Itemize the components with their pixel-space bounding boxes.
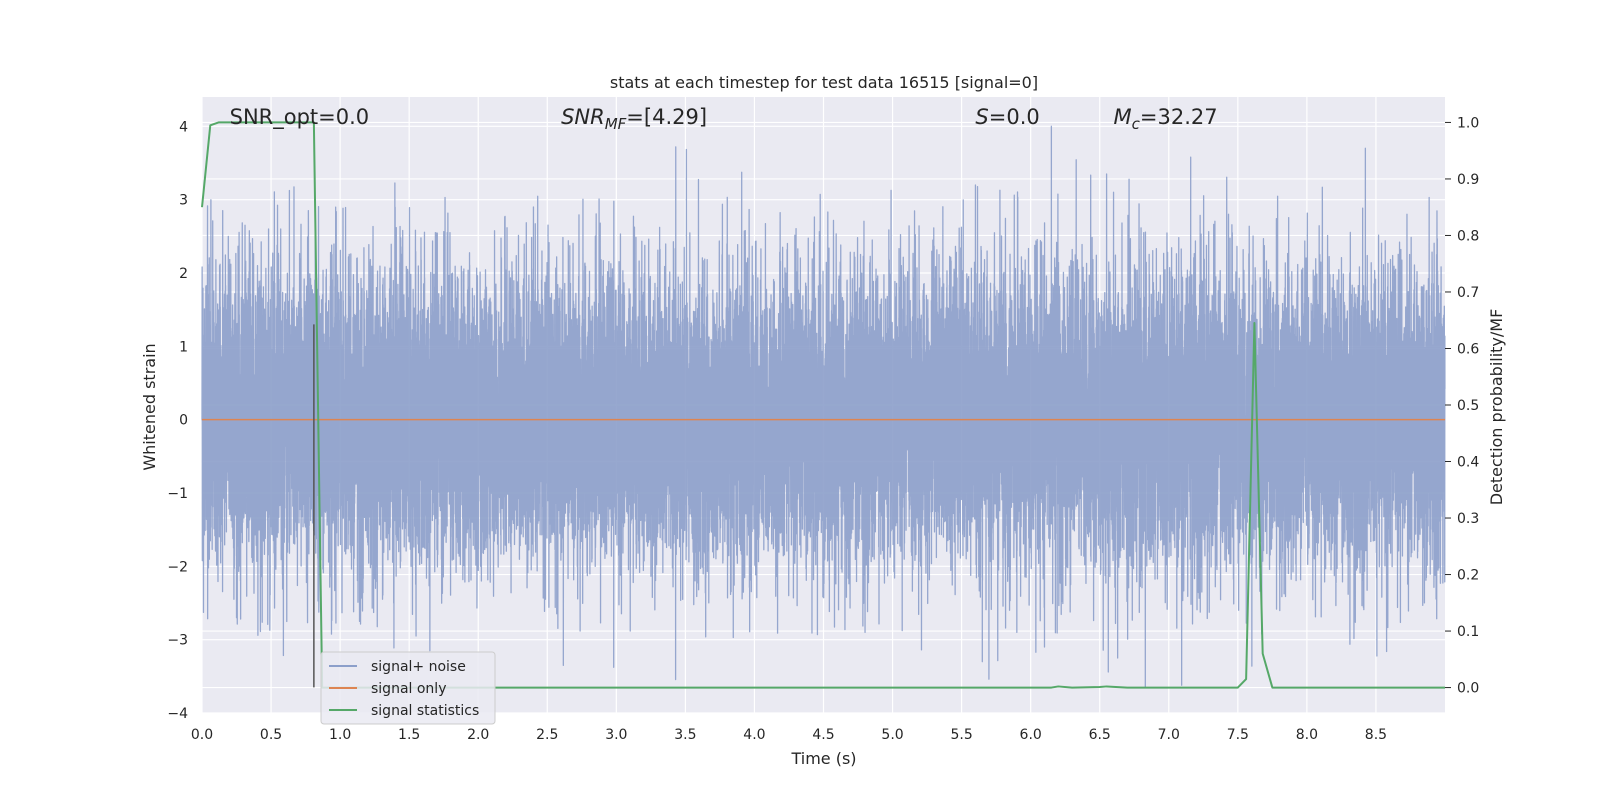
y2-tick-label: 0.1: [1457, 624, 1479, 640]
y2-axis-label: Detection probability/MF: [1487, 309, 1506, 506]
legend: signal+ noise signal only signal statistic…: [320, 651, 496, 725]
x-tick-label: 6.0: [1020, 727, 1042, 743]
annotation: S=0.0: [975, 105, 1039, 129]
x-tick-label: 2.5: [536, 727, 558, 743]
x-tick-label: 6.5: [1089, 727, 1111, 743]
y2-tick-label: 0.6: [1457, 341, 1479, 357]
x-tick-label: 0.5: [260, 727, 282, 743]
signal-statistics-line: [201, 121, 1445, 689]
y-tick-label: −4: [167, 706, 188, 722]
y2-tick-label: 0.7: [1457, 285, 1479, 301]
annotations: SNR_opt=0.0 SNRMF=[4.29] S=0.0 Mc=32.27: [230, 105, 1218, 133]
x-tick-label: 3.5: [674, 727, 696, 743]
x-axis-label: Time (s): [790, 749, 856, 768]
chart-title: stats at each timestep for test data 165…: [610, 73, 1038, 92]
x-tick-label: 2.0: [467, 727, 489, 743]
y-tick-label: 0: [179, 413, 188, 429]
series-signal-noise: [201, 125, 1446, 688]
x-tick-label: 4.5: [812, 727, 834, 743]
y-tick-label: 2: [179, 266, 188, 282]
x-tick-label: 7.5: [1227, 727, 1249, 743]
y-tick-label: 1: [179, 339, 188, 355]
y2-tick-label: 0.9: [1457, 172, 1479, 188]
annotation: SNRMF=[4.29]: [561, 105, 707, 133]
x-tick-label: 7.0: [1158, 727, 1180, 743]
x-tick-label: 5.0: [881, 727, 903, 743]
y-tick-label: −3: [167, 633, 188, 649]
y2-tick-label: 0.0: [1457, 681, 1479, 697]
series-signal-statistics: [201, 121, 1445, 689]
legend-label: signal+ noise: [371, 659, 466, 675]
ticks: 0.0 0.5 1.0 1.5 2.0 2.5 3.0 3.5 4.0 4.5 5.0 5.5 6.0 6…: [167, 115, 1479, 743]
y2-tick-label: 1.0: [1457, 115, 1479, 131]
annotation: Mc=32.27: [1114, 105, 1218, 133]
y-tick-label: 4: [179, 119, 188, 135]
legend-box: [320, 651, 496, 725]
x-tick-label: 0.0: [191, 727, 213, 743]
y2-tick-label: 0.4: [1457, 455, 1479, 471]
y2-tick-label: 0.5: [1457, 398, 1479, 414]
y-tick-label: 3: [179, 193, 188, 209]
x-tick-label: 8.5: [1365, 727, 1387, 743]
y2-tick-label: 0.3: [1457, 511, 1479, 527]
x-tick-label: 1.0: [329, 727, 351, 743]
x-tick-label: 3.0: [605, 727, 627, 743]
y-tick-label: −2: [167, 559, 188, 575]
y2-tick-label: 0.2: [1457, 568, 1479, 584]
x-tick-label: 8.0: [1296, 727, 1318, 743]
y-axis-label: Whitened strain: [140, 343, 159, 470]
legend-label: signal only: [371, 681, 446, 697]
signal-noise-line: [201, 125, 1446, 688]
x-tick-label: 4.0: [743, 727, 765, 743]
y2-tick-label: 0.8: [1457, 228, 1479, 244]
x-tick-label: 5.5: [950, 727, 972, 743]
x-tick-label: 1.5: [398, 727, 420, 743]
annotation: SNR_opt=0.0: [230, 105, 370, 130]
legend-label: signal statistics: [371, 703, 479, 719]
y-tick-label: −1: [167, 486, 188, 502]
